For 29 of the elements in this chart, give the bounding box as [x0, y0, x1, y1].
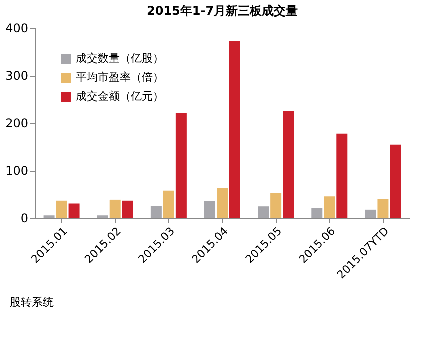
bar [176, 114, 187, 218]
bar [56, 200, 68, 218]
bar [150, 206, 162, 218]
text: 股转系统 [10, 296, 54, 309]
legend-label: 成交数量（亿股） [76, 52, 164, 65]
chart-title: 2015年1-7月新三板成交量 [146, 4, 298, 18]
bar [270, 193, 282, 218]
bar [378, 199, 389, 218]
bar [110, 200, 121, 218]
bar [258, 206, 270, 218]
y-tick-label: 100 [6, 164, 28, 178]
y-tick-label: 300 [6, 69, 28, 83]
bar [390, 144, 402, 218]
bar [204, 201, 216, 218]
bar [163, 190, 174, 218]
bar [230, 41, 240, 218]
bar [365, 210, 376, 218]
y-tick-label: 200 [6, 116, 28, 130]
bar [68, 204, 80, 218]
bar [122, 200, 134, 218]
y-tick-label: 0 [20, 212, 28, 226]
bar [324, 196, 336, 218]
y-tick-label: 400 [6, 22, 28, 36]
legend-label: 成交金额（亿元） [76, 90, 164, 103]
bar [312, 208, 323, 218]
bar [283, 111, 294, 218]
bar [336, 134, 348, 218]
bar [217, 188, 228, 218]
legend-label: 平均市盈率（倍） [76, 71, 164, 84]
